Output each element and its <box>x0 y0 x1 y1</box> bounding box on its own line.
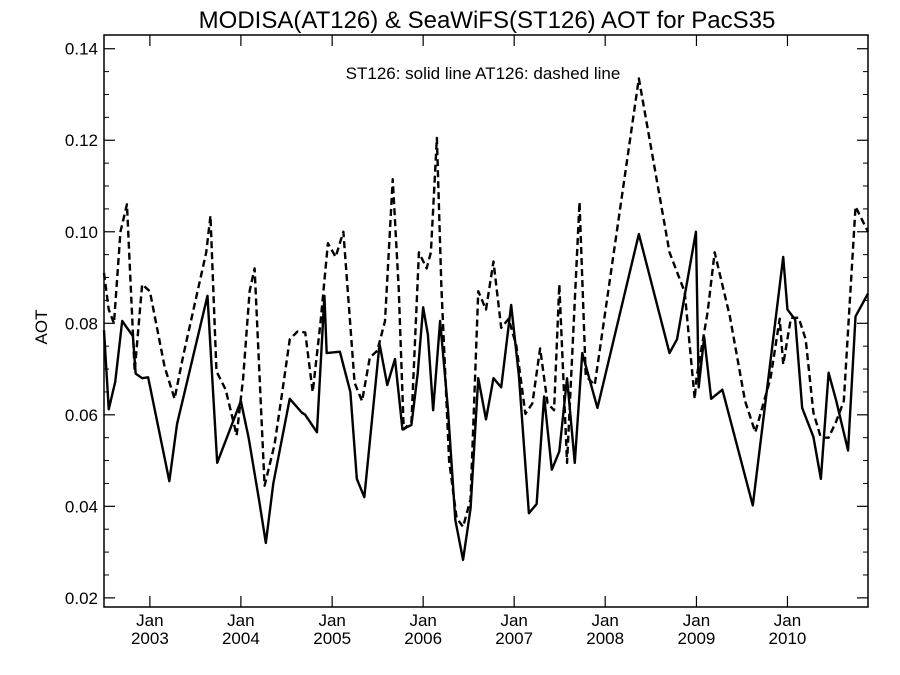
x-tick-month: Jan <box>227 611 254 630</box>
x-tick-year: 2003 <box>131 629 169 648</box>
y-tick-label: 0.02 <box>65 589 98 608</box>
x-tick-year: 2007 <box>495 629 533 648</box>
x-tick-year: 2005 <box>313 629 351 648</box>
x-tick-year: 2006 <box>404 629 442 648</box>
series-line-at126 <box>102 77 870 529</box>
y-tick-label: 0.12 <box>65 131 98 150</box>
y-tick-label: 0.04 <box>65 497 98 516</box>
axes-layer: 0.020.040.060.080.100.120.14Jan2003Jan20… <box>65 35 868 648</box>
x-tick-month: Jan <box>774 611 801 630</box>
y-axis-title: AOT <box>32 310 51 345</box>
y-tick-label: 0.06 <box>65 406 98 425</box>
x-tick-year: 2009 <box>678 629 716 648</box>
plot-frame <box>103 34 869 608</box>
series-line-st126 <box>102 230 870 562</box>
x-tick-month: Jan <box>591 611 618 630</box>
y-tick-label: 0.08 <box>65 314 98 333</box>
x-tick-year: 2010 <box>769 629 807 648</box>
x-tick-year: 2004 <box>222 629 260 648</box>
y-tick-label: 0.10 <box>65 223 98 242</box>
y-tick-label: 0.14 <box>65 40 98 59</box>
x-tick-year: 2008 <box>586 629 624 648</box>
x-tick-month: Jan <box>318 611 345 630</box>
series-layer <box>102 77 870 562</box>
x-tick-month: Jan <box>409 611 436 630</box>
chart-annotation: ST126: solid line AT126: dashed line <box>346 64 621 83</box>
x-tick-month: Jan <box>500 611 527 630</box>
x-tick-month: Jan <box>136 611 163 630</box>
x-tick-month: Jan <box>683 611 710 630</box>
chart-title: MODISA(AT126) & SeaWiFS(ST126) AOT for P… <box>199 7 776 34</box>
